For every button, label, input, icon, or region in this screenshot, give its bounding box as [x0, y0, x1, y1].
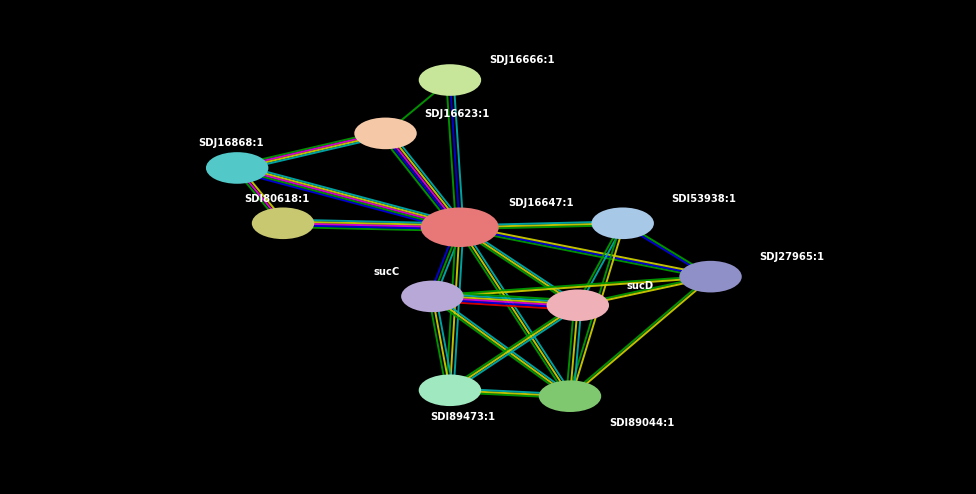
Circle shape: [206, 152, 268, 184]
Circle shape: [679, 261, 742, 292]
Circle shape: [591, 207, 654, 239]
Circle shape: [401, 281, 464, 312]
Text: SDI53938:1: SDI53938:1: [671, 194, 737, 204]
Circle shape: [419, 64, 481, 96]
Circle shape: [421, 207, 499, 247]
Text: SDJ16868:1: SDJ16868:1: [198, 138, 264, 148]
Text: SDJ27965:1: SDJ27965:1: [759, 252, 825, 262]
Text: sucC: sucC: [374, 267, 400, 277]
Text: SDI80618:1: SDI80618:1: [244, 194, 309, 204]
Circle shape: [419, 374, 481, 406]
Circle shape: [539, 380, 601, 412]
Circle shape: [252, 207, 314, 239]
Text: SDJ16666:1: SDJ16666:1: [489, 55, 554, 65]
Text: SDJ16647:1: SDJ16647:1: [508, 198, 574, 207]
Text: SDJ16623:1: SDJ16623:1: [425, 109, 490, 119]
Text: SDI89044:1: SDI89044:1: [609, 418, 674, 428]
Text: sucD: sucD: [627, 281, 654, 290]
Circle shape: [547, 289, 609, 321]
Circle shape: [354, 118, 417, 149]
Text: SDI89473:1: SDI89473:1: [430, 412, 496, 422]
